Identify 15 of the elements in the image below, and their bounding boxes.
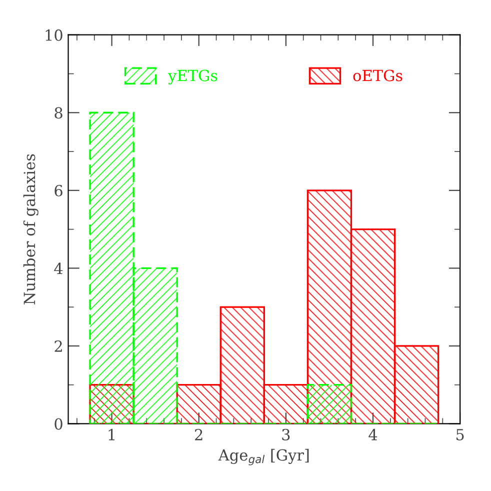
y-tick-label: 2	[54, 340, 62, 352]
x-tick-label: 1	[108, 428, 114, 440]
y-axis-title: Number of galaxies	[23, 154, 38, 304]
x-axis-title: Age$_{gal}$ [Gyr]	[218, 448, 309, 466]
x-tick-label: 2	[195, 428, 202, 440]
y-tick-label: 4	[54, 262, 63, 274]
legend-label: yETGs	[168, 70, 218, 84]
y-tick-label: 6	[54, 184, 62, 196]
x-tick-label: 5	[456, 429, 464, 440]
y-tick-label: 8	[54, 107, 62, 119]
y-tick-label: 0	[54, 418, 62, 430]
x-tick-label: 4	[368, 428, 378, 440]
y-tick-label: 10	[46, 29, 62, 41]
x-tick-label: 3	[282, 428, 290, 440]
legend-label: oETGs	[353, 70, 402, 82]
